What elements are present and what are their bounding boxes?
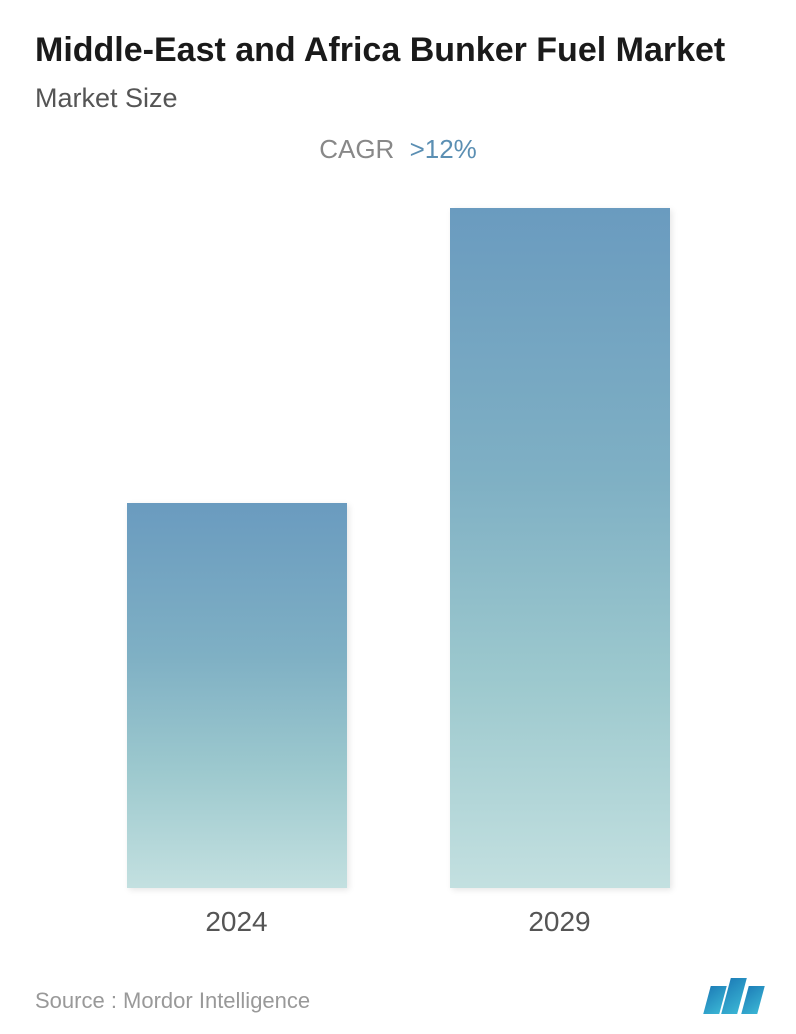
chart-area [35,195,761,888]
mordor-logo-icon [707,978,761,1014]
chart-subtitle: Market Size [35,83,761,114]
cagr-label: CAGR [319,134,394,164]
logo-bar-3 [741,986,765,1014]
x-label-0: 2024 [127,906,347,938]
bar-group-2024 [127,503,347,888]
bar-2029 [450,208,670,888]
cagr-value: >12% [410,134,477,164]
source-text: Source : Mordor Intelligence [35,988,310,1014]
x-axis-labels: 2024 2029 [35,888,761,938]
chart-title: Middle-East and Africa Bunker Fuel Marke… [35,30,761,71]
x-label-1: 2029 [450,906,670,938]
cagr-row: CAGR >12% [35,134,761,165]
footer: Source : Mordor Intelligence [35,968,761,1014]
bar-group-2029 [450,208,670,888]
bar-2024 [127,503,347,888]
